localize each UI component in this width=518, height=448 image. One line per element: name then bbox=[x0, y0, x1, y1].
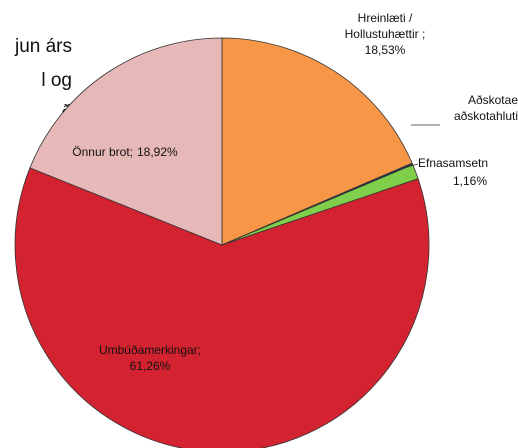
label-category: Önnur brot; bbox=[72, 145, 133, 159]
label-category: Aðskotae bbox=[468, 93, 518, 107]
pie-slice bbox=[14, 167, 430, 448]
label-category: aðskotahluti bbox=[454, 109, 518, 123]
label-value: 1,16% bbox=[453, 174, 487, 188]
slice-label: Efnasamsetn bbox=[418, 156, 488, 170]
label-category: Hreinlæti / bbox=[358, 11, 413, 25]
label-category: Efnasamsetn bbox=[418, 156, 488, 170]
leader-line bbox=[403, 163, 419, 169]
pie-slice bbox=[29, 37, 223, 246]
slice-label: Umbúðamerkingar; bbox=[99, 343, 201, 357]
slice-label: Aðskotae bbox=[468, 93, 518, 107]
label-value: 61,26% bbox=[130, 359, 171, 373]
title-line: l og bbox=[41, 70, 72, 91]
label-value: 18,53% bbox=[365, 43, 406, 57]
slice-label: Önnur brot; 18,92% bbox=[72, 145, 178, 159]
slice-label: Hreinlæti / bbox=[358, 11, 413, 25]
slice-label: Hollustuhættir ; bbox=[345, 27, 426, 41]
label-category: Umbúðamerkingar; bbox=[99, 343, 201, 357]
label-category: Hollustuhættir ; bbox=[345, 27, 426, 41]
label-value: 18,92% bbox=[137, 145, 178, 159]
pie-slice bbox=[221, 37, 413, 246]
slice-label: aðskotahluti bbox=[454, 109, 518, 123]
title-line: jun árs bbox=[14, 36, 72, 57]
